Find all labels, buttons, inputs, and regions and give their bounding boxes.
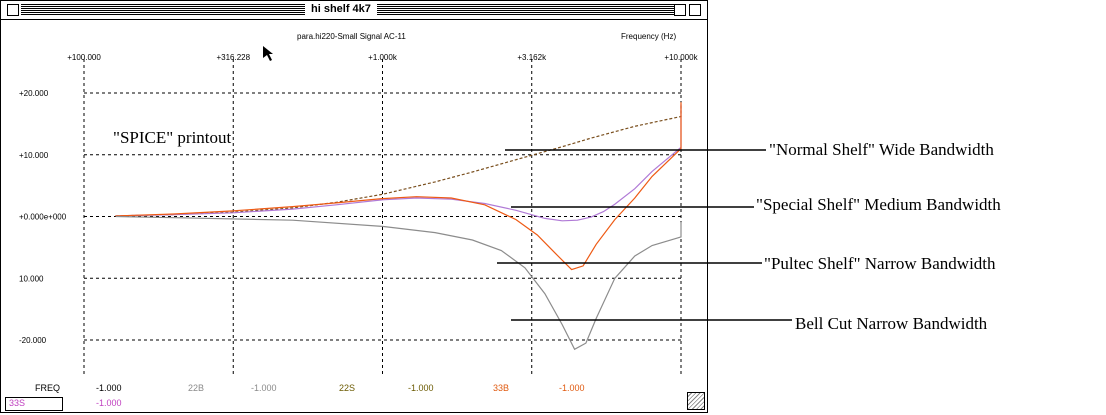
y-tick-label: +10.000	[19, 151, 49, 160]
footer-value-5: -1.000	[96, 398, 122, 408]
series-line-bell-cut	[115, 215, 682, 351]
callout-special-shelf: "Special Shelf" Medium Bandwidth	[756, 195, 1001, 214]
x-tick-label: +3.162k	[517, 53, 547, 62]
series-line-normal-shelf	[115, 104, 682, 217]
window-title: hi shelf 4k7	[305, 2, 377, 17]
footer-trace-22b: 22B	[188, 383, 205, 393]
close-box-icon[interactable]	[7, 4, 19, 16]
y-tick-label: -20.000	[19, 336, 47, 345]
zoom-box-icon[interactable]	[674, 4, 686, 16]
x-tick-label: +316.228	[216, 53, 250, 62]
footer-value-2: -1.000	[251, 383, 277, 393]
resize-grip-icon[interactable]	[687, 392, 705, 410]
footer-value-1: -1.000	[96, 383, 122, 393]
spice-printout-note: "SPICE" printout	[113, 128, 232, 147]
y-tick-label: 10.000	[19, 274, 44, 283]
callout-normal-shelf: "Normal Shelf" Wide Bandwidth	[769, 140, 994, 159]
collapse-box-icon[interactable]	[689, 4, 701, 16]
trace-33s-box[interactable]: 33S	[5, 397, 63, 411]
y-tick-label: +20.000	[19, 89, 49, 98]
mouse-pointer-icon	[263, 46, 273, 61]
callout-pultec-shelf: "Pultec Shelf" Narrow Bandwidth	[764, 254, 996, 273]
y-tick-label: +0.000e+000	[19, 213, 67, 222]
footer-trace-33b: 33B	[493, 383, 510, 393]
spice-plot: +100.000 +316.228 +1.000k +3.162k +10.000k +2…	[19, 46, 699, 376]
plot-window: hi shelf 4k7 para.hi220-Small Signal AC-…	[0, 0, 708, 413]
series-line-special-shelf	[115, 104, 682, 222]
callout-bell-cut: Bell Cut Narrow Bandwidth	[795, 314, 988, 333]
x-unit-label: Frequency (Hz)	[621, 32, 677, 41]
x-tick-label: +10.000k	[664, 53, 698, 62]
x-tick-label: +100.000	[67, 53, 101, 62]
footer-value-3: -1.000	[408, 383, 434, 393]
series-line-pultec-shelf	[115, 102, 682, 271]
window-title-bar[interactable]: hi shelf 4k7	[1, 1, 707, 20]
plot-subtitle: para.hi220-Small Signal AC-11	[297, 32, 406, 41]
footer-trace-33s: 33S	[9, 398, 26, 408]
freq-label: FREQ	[35, 383, 61, 393]
footer-value-4: -1.000	[559, 383, 585, 393]
footer-trace-22s: 22S	[339, 383, 356, 393]
x-tick-label: +1.000k	[368, 53, 398, 62]
